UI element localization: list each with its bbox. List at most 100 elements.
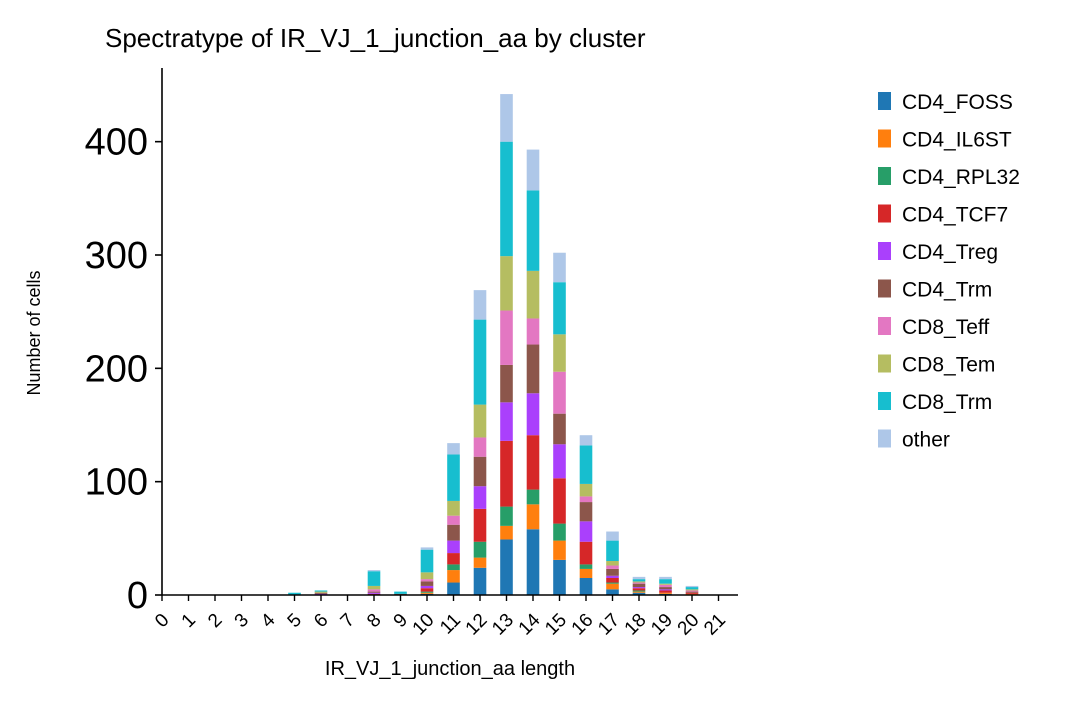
bar-segment — [553, 334, 566, 372]
bar-segment — [367, 589, 381, 592]
x-axis-label: IR_VJ_1_junction_aa length — [325, 658, 575, 680]
bar-segment — [526, 435, 540, 490]
bar-segment — [659, 589, 672, 591]
bar-segment — [420, 588, 434, 592]
bar-segment — [606, 540, 619, 561]
y-tick-label: 0 — [127, 575, 148, 617]
y-tick-label: 300 — [85, 235, 148, 277]
bar-segment — [473, 567, 487, 595]
bar-segment — [367, 571, 381, 586]
bar-segment — [447, 524, 460, 541]
bar-segment — [579, 502, 593, 522]
x-tick-label: 5 — [284, 610, 306, 632]
bar-segment — [473, 456, 487, 487]
x-tick-label: 6 — [310, 610, 332, 632]
bar-segment — [579, 564, 593, 569]
bar-segment — [473, 319, 487, 405]
bar-segment — [500, 141, 513, 257]
bar-segment — [659, 583, 672, 585]
x-tick-label: 8 — [363, 610, 385, 632]
bar-segment — [579, 578, 593, 595]
bar-segment — [632, 576, 646, 580]
y-tick-label: 400 — [85, 122, 148, 164]
legend-label: CD4_TCF7 — [902, 204, 1008, 227]
bar-segment — [526, 344, 540, 394]
x-tick-label: 0 — [151, 610, 173, 632]
legend-swatch — [878, 204, 891, 223]
bar-segment — [606, 582, 619, 584]
bar-segment — [685, 590, 699, 592]
legend-label: CD4_Trm — [902, 279, 992, 302]
bar-segment — [420, 591, 434, 593]
bar-segment — [314, 590, 328, 592]
legend-swatch — [878, 429, 891, 448]
bar-segment — [553, 252, 566, 283]
bar-segment — [606, 561, 619, 566]
legend-swatch — [878, 167, 891, 185]
bar-segment — [659, 592, 672, 594]
bar-segment — [473, 404, 487, 438]
bar-segment — [526, 149, 540, 191]
legend-label: CD8_Teff — [902, 316, 989, 339]
bar-segment — [659, 576, 672, 580]
bars-group — [288, 94, 699, 595]
legend-label: CD4_RPL32 — [902, 166, 1020, 189]
bar-segment — [526, 318, 540, 345]
bar-segment — [553, 444, 566, 479]
bar-segment — [500, 364, 513, 403]
legend-swatch — [878, 242, 891, 260]
bar-segment — [447, 454, 460, 501]
bar-segment — [447, 540, 460, 554]
bar-segment — [473, 486, 487, 509]
bar-segment — [500, 539, 513, 595]
bar-segment — [420, 547, 434, 550]
bar-segment — [288, 592, 301, 595]
y-tick-label: 200 — [85, 348, 148, 390]
bar-segment — [473, 541, 487, 558]
bar-segment — [632, 591, 646, 593]
legend-swatch — [878, 92, 891, 110]
bar-segment — [579, 435, 593, 446]
bar-segment — [447, 553, 460, 565]
bar-segment — [526, 270, 540, 319]
bar-segment — [394, 591, 407, 594]
bar-segment — [553, 559, 566, 595]
bar-segment — [500, 256, 513, 311]
bar-segment — [553, 371, 566, 414]
legend-label: CD4_FOSS — [902, 91, 1013, 114]
x-tick-label: 21 — [700, 610, 730, 640]
bar-segment — [473, 437, 487, 457]
bar-segment — [447, 515, 460, 525]
bar-segment — [659, 587, 672, 590]
x-tick-label: 1 — [178, 610, 200, 632]
bar-segment — [473, 508, 487, 542]
bar-segment — [606, 578, 619, 583]
legend-label: CD8_Tem — [902, 354, 995, 377]
bar-segment — [473, 290, 487, 320]
bar-segment — [579, 445, 593, 484]
bar-segment — [632, 579, 646, 582]
bar-segment — [500, 440, 513, 507]
bar-segment — [473, 557, 487, 568]
bar-segment — [579, 568, 593, 578]
bar-segment — [367, 570, 381, 572]
bar-segment — [553, 478, 566, 524]
bar-segment — [367, 591, 381, 593]
bar-segment — [579, 541, 593, 565]
legend-swatch — [878, 354, 891, 373]
bar-segment — [447, 443, 460, 455]
y-axis-label: Number of cells — [24, 270, 44, 395]
bar-segment — [606, 575, 619, 578]
legend-label: CD4_IL6ST — [902, 129, 1012, 152]
bar-segment — [420, 581, 434, 586]
x-tick-label: 10 — [409, 610, 439, 640]
bar-segment — [553, 540, 566, 560]
bar-segment — [367, 585, 381, 590]
bar-segment — [420, 579, 434, 582]
bar-segment — [606, 531, 619, 541]
bar-segment — [420, 585, 434, 589]
bar-segment — [553, 413, 566, 445]
bar-segment — [553, 523, 566, 541]
